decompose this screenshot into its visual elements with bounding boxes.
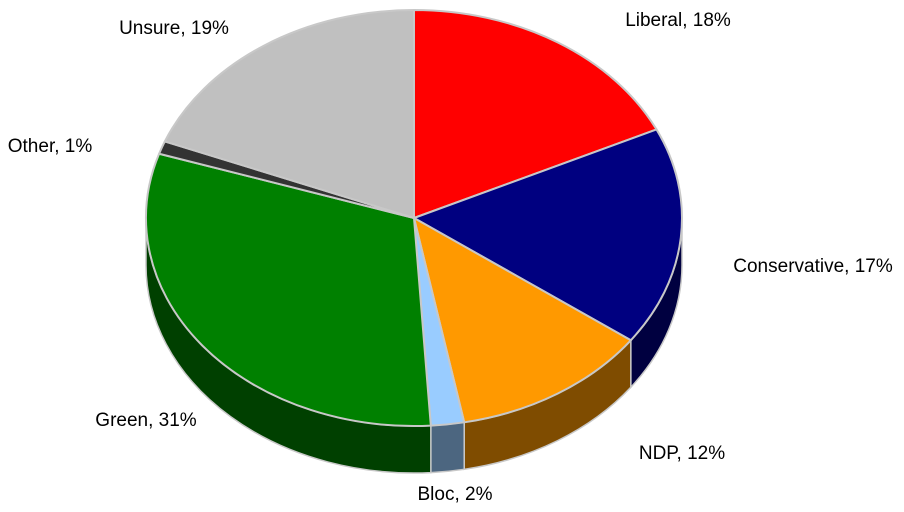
pie-sides [145, 217, 683, 474]
slice-label-ndp: NDP, 12% [639, 443, 725, 464]
slice-label-unsure: Unsure, 19% [119, 18, 229, 39]
pie-tops [145, 9, 683, 427]
pie-slice-ndp [413, 217, 632, 424]
slice-label-green: Green, 31% [95, 410, 196, 431]
slice-label-conservative: Conservative, 17% [733, 256, 893, 277]
pie-slice-liberal [413, 9, 658, 219]
pie-labels: Liberal, 18% Conservative, 17% NDP, 12% Blo… [8, 10, 893, 505]
slice-label-bloc: Bloc, 2% [418, 484, 493, 505]
pie-slice-green [145, 152, 432, 427]
pie-slice-conservative [413, 128, 683, 342]
slice-label-other: Other, 1% [8, 136, 93, 157]
pie-slice-unsure [163, 9, 415, 219]
pie-side-bloc [430, 421, 465, 474]
slice-label-liberal: Liberal, 18% [625, 10, 731, 31]
